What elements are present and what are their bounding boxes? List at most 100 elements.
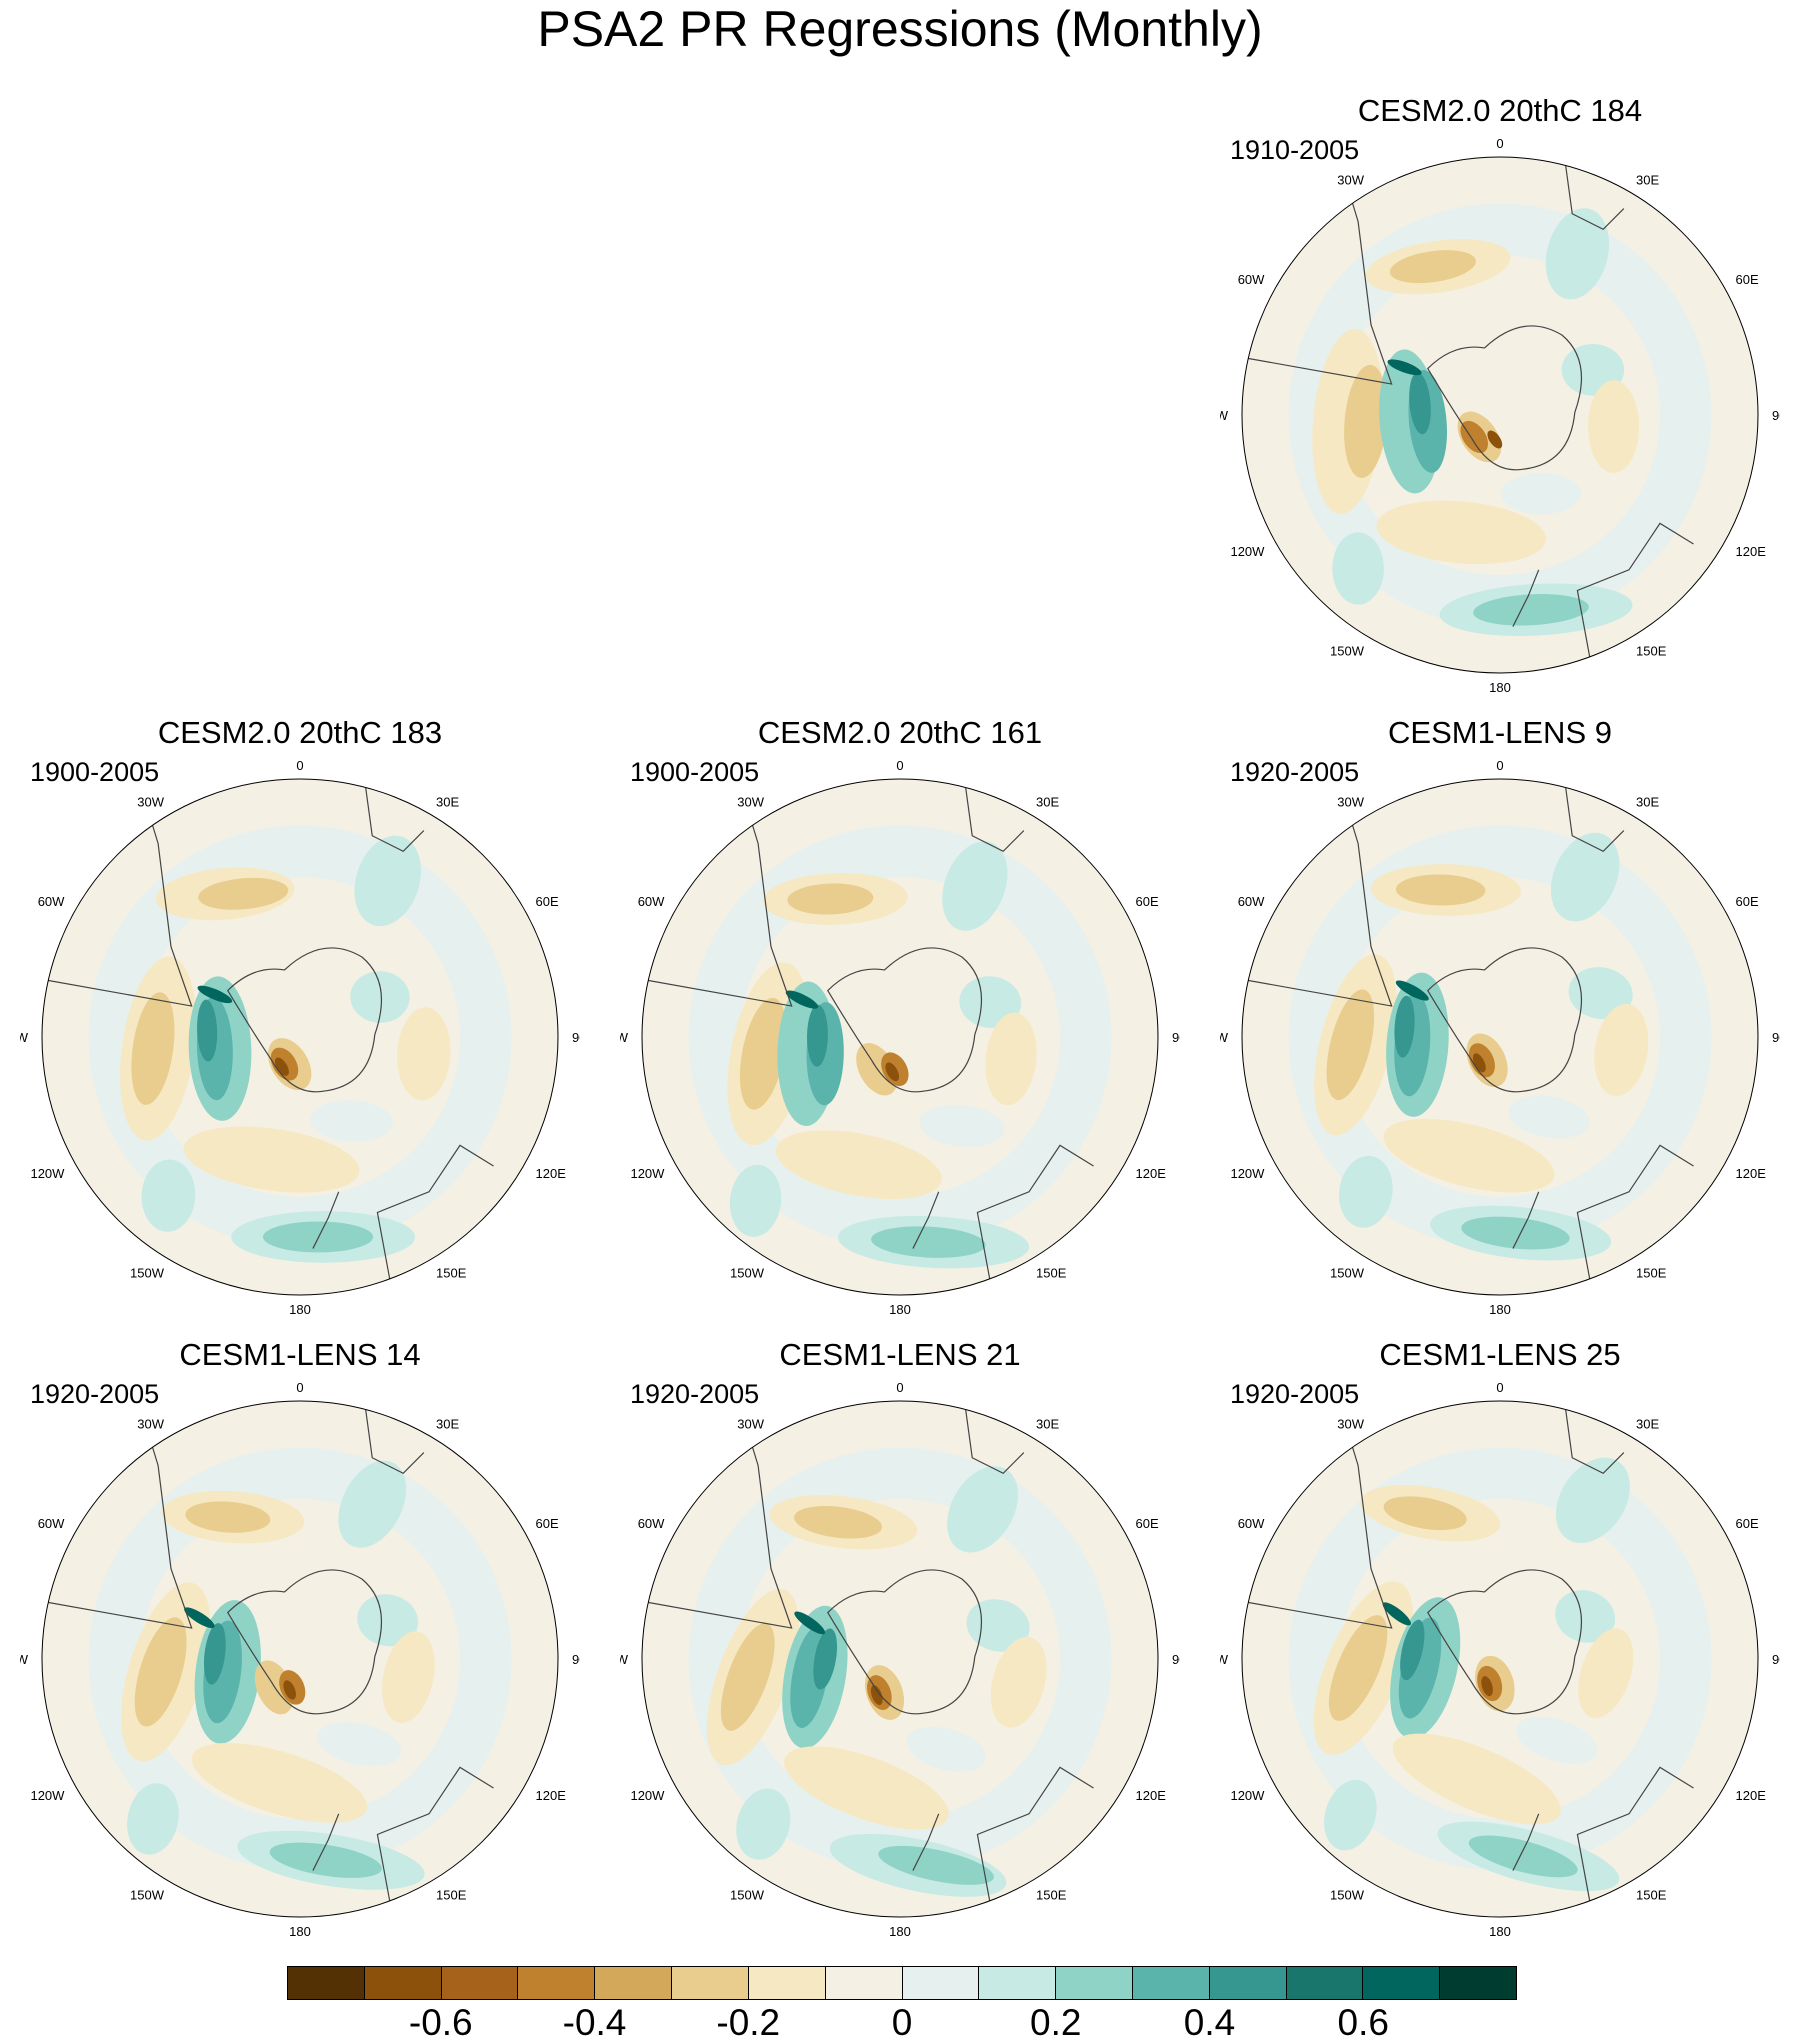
longitude-label: 120W: [630, 1788, 665, 1803]
longitude-label: 150E: [436, 1266, 467, 1281]
longitude-label: 60E: [536, 894, 559, 909]
longitude-label: 120E: [536, 1166, 567, 1181]
colorbar-swatch: [518, 1967, 596, 1999]
map-panel: 0 30E 60E 90E 120E 150E 180 150W 120W 90W 60W 30W C…: [1220, 715, 1780, 1315]
longitude-label: 120E: [1736, 544, 1767, 559]
longitude-label: 0: [1496, 1380, 1503, 1395]
map-border: [1241, 778, 1759, 1296]
longitude-label: 90E: [1772, 408, 1780, 423]
contour-blob: [1328, 1615, 1388, 1721]
africa-coastline: [363, 1401, 425, 1474]
panel-title: CESM1-LENS 25: [1379, 1337, 1621, 1372]
contour-blob: [1568, 967, 1633, 1020]
longitude-label: 180: [889, 1924, 911, 1937]
longitude-label: 30E: [1636, 172, 1659, 187]
polar-map: 0 30E 60E 90E 120E 150E 180 150W 120W 90W 60W 30W: [1220, 136, 1780, 693]
contour-blob: [382, 1631, 435, 1723]
contour-blob: [784, 1746, 949, 1830]
contour-blob: [183, 1126, 360, 1193]
longitude-label: 30E: [1036, 1416, 1059, 1431]
colorbar-swatch: [825, 1967, 903, 1999]
antarctica-coastline: [1427, 1569, 1583, 1715]
colorbar-label: -0.4: [562, 2002, 627, 2043]
longitude-label: 150W: [730, 1888, 765, 1903]
contour-blob: [885, 1062, 900, 1082]
contour-blob: [1376, 500, 1547, 565]
contour-blob: [1387, 359, 1422, 376]
contour-blob: [1473, 594, 1589, 626]
africa-coastline: [1563, 157, 1625, 230]
longitude-label: 90E: [1772, 1030, 1780, 1045]
map-border: [1241, 156, 1759, 674]
contour-field: [1242, 1401, 1758, 1917]
longitude-label: 90W: [620, 1652, 629, 1667]
antarctica-coastline: [227, 947, 383, 1093]
contour-field: [42, 1401, 558, 1917]
contour-blob: [1587, 380, 1640, 474]
new-zealand-coastline: [312, 1191, 340, 1249]
antarctica-coastline: [827, 1569, 983, 1715]
panel-title: CESM1-LENS 14: [179, 1337, 421, 1372]
contour-blob: [1332, 532, 1384, 605]
contour-blob: [1324, 1779, 1377, 1851]
map-panel: 0 30E 60E 90E 120E 150E 180 150W 120W 90W 60W 30W C…: [620, 715, 1180, 1315]
map-border: [41, 1400, 559, 1918]
map-panel: 0 30E 60E 90E 120E 150E 180 150W 120W 90W 60W 30W C…: [20, 1337, 580, 1937]
contour-blob: [1545, 208, 1610, 300]
longitude-label: 30W: [737, 794, 764, 809]
contour-blob: [1400, 1619, 1425, 1681]
contour-blob: [947, 1466, 1019, 1553]
longitude-label: 150E: [1636, 644, 1667, 659]
contour-blob: [141, 1159, 196, 1232]
longitude-label: 150W: [130, 1888, 165, 1903]
longitude-label: 150W: [1330, 644, 1365, 659]
longitude-label: 30W: [1337, 794, 1364, 809]
colorbar-swatch: [748, 1967, 826, 1999]
contour-blob: [1555, 1457, 1630, 1544]
longitude-label: 30W: [1337, 1416, 1364, 1431]
contour-blob: [794, 1611, 826, 1635]
africa-coastline: [963, 779, 1025, 852]
contour-blob: [1472, 1053, 1486, 1073]
longitude-label: 90W: [1220, 1652, 1229, 1667]
colorbar-label: 0.4: [1183, 2002, 1236, 2043]
longitude-label: 30E: [1036, 794, 1059, 809]
longitude-label: 60W: [38, 1516, 65, 1531]
contour-blob: [813, 1628, 838, 1690]
contour-blob: [274, 1057, 289, 1076]
contour-blob: [357, 1594, 419, 1647]
longitude-label: 120W: [1230, 1788, 1265, 1803]
colorbar-label: -0.6: [408, 2002, 473, 2043]
longitude-label: 120E: [1736, 1788, 1767, 1803]
panel-period: 1920-2005: [1230, 757, 1360, 787]
contour-blob: [729, 1164, 782, 1237]
contour-blob: [787, 883, 874, 915]
longitude-label: 180: [289, 1302, 311, 1315]
map-border: [641, 1400, 1159, 1918]
contour-blob: [197, 985, 233, 1004]
contour-blob: [807, 1004, 828, 1067]
contour-blob: [1508, 1095, 1590, 1139]
contour-blob: [131, 992, 175, 1105]
antarctica-coastline: [227, 1569, 383, 1715]
map-panel: 0 30E 60E 90E 120E 150E 180 150W 120W 90W 60W 30W C…: [620, 1337, 1180, 1937]
longitude-label: 60E: [536, 1516, 559, 1531]
colorbar-swatch: [1209, 1967, 1287, 1999]
contour-blob: [1487, 430, 1503, 449]
contour-blob: [1550, 832, 1620, 922]
colorbar-label: 0.6: [1337, 2002, 1389, 2043]
longitude-label: 60W: [1238, 1516, 1265, 1531]
contour-blob: [354, 835, 422, 927]
longitude-label: 0: [1496, 136, 1503, 151]
contour-blob: [1555, 1590, 1616, 1643]
contour-blob: [1394, 995, 1415, 1058]
longitude-label: 180: [1489, 680, 1511, 693]
panel-title: CESM2.0 20thC 183: [157, 715, 443, 750]
longitude-label: 120W: [1230, 1166, 1265, 1181]
contour-blob: [1395, 980, 1429, 1001]
longitude-label: 120E: [1136, 1166, 1167, 1181]
polar-map: 0 30E 60E 90E 120E 150E 180 150W 120W 90W 60W 30W: [620, 1380, 1180, 1937]
contour-blob: [1481, 1676, 1493, 1697]
polar-map: 0 30E 60E 90E 120E 150E 180 150W 120W 90W 60W 30W: [620, 758, 1180, 1315]
longitude-label: 120W: [630, 1166, 665, 1181]
